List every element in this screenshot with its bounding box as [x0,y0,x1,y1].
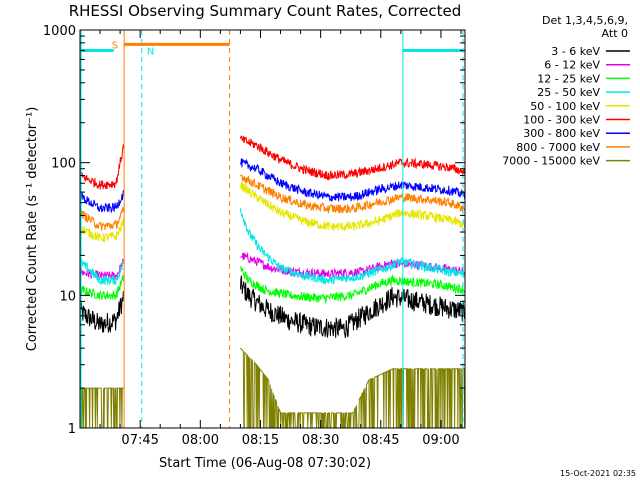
series-line-8-seg2 [239,174,466,214]
x-tick-label: 08:00 [182,433,219,448]
series-line-1-seg2 [239,275,466,338]
night-label: N [147,47,154,58]
x-tick-label: 08:30 [302,433,339,448]
plot-frame [79,29,466,429]
series-line-3-seg2 [239,265,466,305]
x-tick-label: 09:00 [422,433,459,448]
series-line-6-seg2 [239,135,466,182]
y-tick-label: 1 [68,422,76,437]
legend-header-line-1: Det 1,3,4,5,6,9, [542,14,628,27]
series-line-9-seg2 [240,347,466,429]
legend-label-4: 25 - 50 keV [537,86,600,99]
y-tick-label: 100 [51,157,76,172]
series-line-4-seg1 [79,258,125,286]
series-line-6-seg1 [79,144,125,190]
legend-label-9: 7000 - 15000 keV [502,155,600,168]
series-line-4-seg2 [239,208,466,285]
saa-label: S [112,40,118,51]
y-tick-label: 10 [59,289,76,304]
x-tick-label: 07:45 [121,433,158,448]
chart-title: RHESSI Observing Summary Count Rates, Co… [69,2,462,20]
series-line-5-seg1 [79,218,125,243]
y-tick-label: 1000 [43,24,76,39]
y-axis-label: Corrected Count Rate (s⁻¹ detector⁻¹) [25,107,40,352]
legend-label-5: 50 - 100 keV [530,100,600,113]
series-line-8-seg1 [79,206,125,231]
legend-label-3: 12 - 25 keV [537,72,600,85]
series-line-5-seg2 [239,182,466,231]
series-line-3-seg1 [79,274,125,300]
legend-label-7: 300 - 800 keV [523,127,600,140]
x-tick-label: 08:15 [242,433,279,448]
x-tick-label: 08:45 [362,433,399,448]
legend-header-line-2: Att 0 [602,27,628,40]
axis-ticks: 07:45 08:00 08:15 08:30 08:45 09:00 1 10 100 1000 [43,24,465,448]
legend-label-2: 6 - 12 keV [544,59,600,72]
legend-label-6: 100 - 300 keV [523,114,600,127]
legend-label-8: 800 - 7000 keV [516,141,600,154]
x-axis-label: Start Time (06-Aug-08 07:30:02) [159,456,371,471]
series-line-7-seg1 [79,190,125,214]
legend-label-1: 3 - 6 keV [551,45,600,58]
footer-timestamp: 15-Oct-2021 02:35 [560,469,636,478]
plot-area: SN [79,30,466,429]
series-line-1-seg1 [79,291,125,333]
series-line-7-seg2 [239,158,466,202]
